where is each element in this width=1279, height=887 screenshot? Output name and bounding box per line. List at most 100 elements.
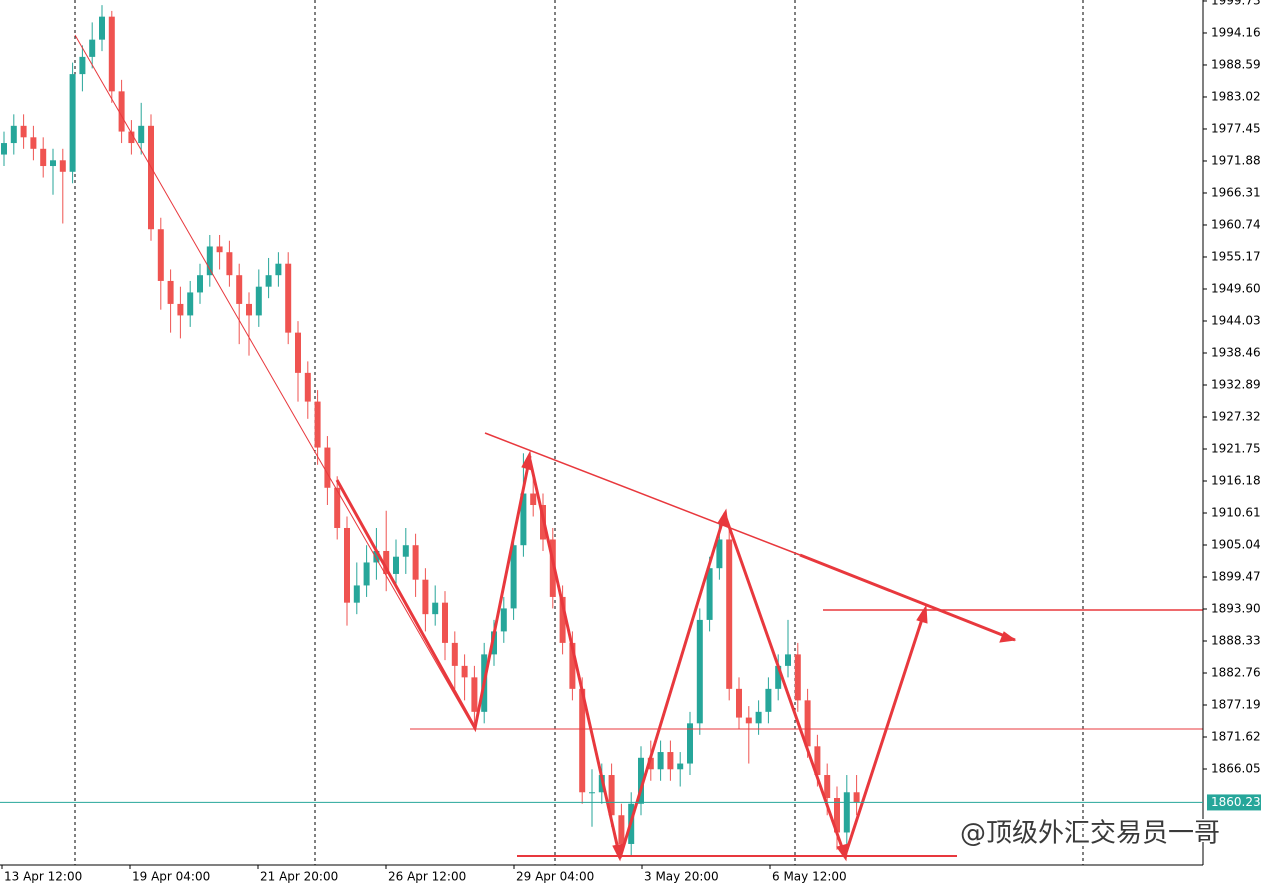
y-tick-label: 1983.02	[1211, 89, 1261, 103]
candle-body	[128, 131, 135, 144]
candle-body	[814, 746, 821, 776]
candle-body	[40, 148, 47, 167]
y-tick-label: 1877.19	[1211, 697, 1261, 711]
y-tick-label: 1899.47	[1211, 569, 1261, 583]
candle-body	[295, 332, 301, 373]
period-separators	[74, 0, 1084, 865]
last-price-box	[1207, 794, 1261, 811]
candle-body	[657, 752, 664, 770]
candle-body	[187, 292, 194, 316]
candle-body	[255, 286, 262, 316]
candle-body	[79, 56, 86, 75]
candle-body	[794, 654, 801, 701]
x-tick-label: 3 May 20:00	[644, 870, 719, 884]
candle-body	[765, 688, 772, 712]
candle-body	[442, 602, 448, 643]
candle-body	[167, 280, 174, 304]
y-tick-label: 1944.03	[1211, 313, 1261, 327]
candle-body	[834, 798, 840, 833]
y-tick-label: 1966.31	[1211, 185, 1261, 199]
y-tick-label: 1960.74	[1211, 217, 1261, 231]
y-tick-label: 1999.73	[1211, 0, 1261, 7]
candle-body	[226, 252, 233, 276]
candle-body	[422, 579, 429, 615]
y-tick-label: 1921.75	[1211, 441, 1261, 455]
candle-body	[755, 711, 762, 724]
candle-body	[785, 654, 791, 666]
y-tick-label: 1955.17	[1211, 249, 1261, 263]
candle-body	[236, 275, 243, 304]
y-tick-label: 1866.05	[1211, 761, 1261, 775]
candle-body	[30, 137, 37, 149]
candle-body	[304, 372, 311, 402]
candle-body	[177, 303, 184, 316]
candle-body	[736, 688, 742, 718]
y-tick-label: 1893.90	[1211, 601, 1261, 615]
candle-body	[618, 815, 625, 844]
candle-body	[1, 143, 7, 155]
candle-body	[569, 642, 576, 689]
y-tick-label: 1910.61	[1211, 505, 1261, 519]
candle-body	[50, 160, 56, 167]
x-tick-label: 26 Apr 12:00	[388, 870, 466, 884]
y-tick-label: 1871.62	[1211, 729, 1261, 743]
candle-body	[549, 539, 556, 597]
y-tick-label: 1932.89	[1211, 377, 1261, 391]
y-tick-label: 1971.88	[1211, 153, 1261, 167]
candle-body	[843, 792, 850, 833]
candle-body	[138, 125, 145, 144]
candle-body	[275, 263, 282, 276]
y-tick-label: 1888.33	[1211, 633, 1261, 647]
candle-body	[491, 631, 497, 655]
candle-body	[393, 556, 399, 574]
y-tick-label: 1905.04	[1211, 537, 1261, 551]
y-tick-label: 1938.46	[1211, 345, 1261, 359]
candle-body	[677, 763, 684, 770]
candle-body	[696, 619, 703, 724]
candle-body	[353, 585, 360, 603]
candle-body	[363, 562, 370, 586]
candle-body	[716, 539, 723, 569]
candle-body	[461, 665, 468, 678]
candle-body	[10, 125, 17, 144]
candle-body	[402, 545, 409, 557]
candle-body	[726, 539, 733, 689]
candle-body	[471, 677, 478, 712]
candle-body	[500, 608, 507, 632]
candle-body	[69, 74, 76, 172]
candle-body	[432, 602, 439, 615]
candle-body	[559, 596, 566, 643]
x-tick-label: 19 Apr 04:00	[132, 870, 210, 884]
candle-body	[667, 752, 674, 770]
candle-body	[373, 550, 380, 563]
x-tick-label: 6 May 12:00	[772, 870, 847, 884]
candle-body	[20, 125, 27, 138]
candle-body	[530, 493, 537, 506]
candle-body	[775, 665, 782, 689]
candle-body	[853, 792, 860, 803]
candle-body	[638, 757, 644, 804]
candle-body	[157, 229, 164, 281]
candle-body	[608, 775, 615, 816]
candle-body	[314, 401, 321, 448]
annotations	[74, 34, 1203, 862]
candle-body	[324, 447, 331, 488]
x-tick-label: 13 Apr 12:00	[4, 870, 82, 884]
candle-body	[451, 642, 458, 666]
candle-body	[108, 16, 115, 92]
candle-body	[589, 792, 595, 794]
candle-body	[148, 125, 154, 230]
candle-body	[804, 700, 811, 747]
y-tick-label: 1882.76	[1211, 665, 1261, 679]
candle-body	[383, 550, 390, 574]
candle-body	[246, 303, 252, 316]
candle-body	[265, 275, 272, 287]
y-tick-label: 1949.60	[1211, 281, 1261, 295]
last-price-label: 1860.23	[1211, 795, 1261, 809]
y-tick-label: 1916.18	[1211, 473, 1261, 487]
candle-body	[344, 527, 350, 603]
candle-body	[334, 487, 341, 528]
